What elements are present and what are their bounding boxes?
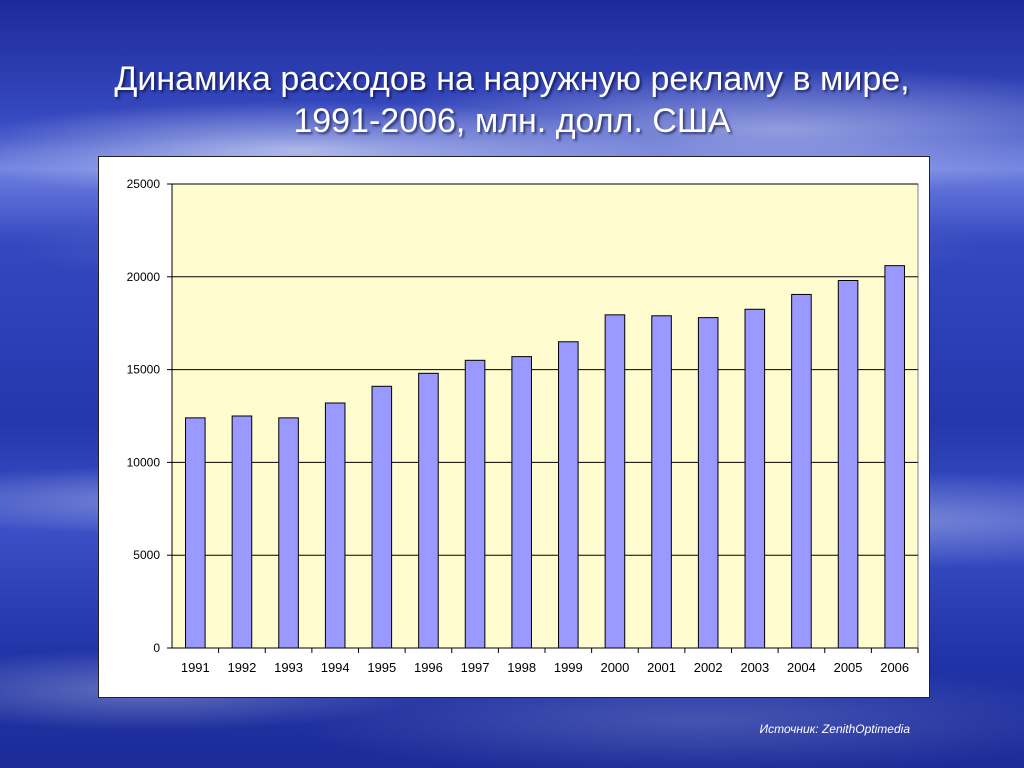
x-tick-label: 2002 bbox=[694, 660, 723, 675]
x-tick-label: 1995 bbox=[367, 660, 396, 675]
x-tick-label: 2006 bbox=[880, 660, 909, 675]
bar-2001 bbox=[651, 315, 672, 649]
bar-1998 bbox=[511, 356, 532, 649]
x-tick-label: 1992 bbox=[227, 660, 256, 675]
bar-1994 bbox=[324, 402, 346, 649]
bar-1999 bbox=[558, 341, 579, 649]
bar-1991 bbox=[185, 417, 206, 649]
x-tick-label: 2005 bbox=[834, 660, 863, 675]
bar-2005 bbox=[837, 280, 859, 649]
title-line-2: 1991-2006, млн. долл. США bbox=[293, 102, 731, 140]
bar-2004 bbox=[791, 293, 812, 649]
x-tick-label: 1996 bbox=[414, 660, 443, 675]
x-tick-label: 1998 bbox=[507, 660, 536, 675]
bar-1993 bbox=[278, 417, 299, 649]
y-tick-label: 5000 bbox=[133, 548, 160, 562]
x-tick-label: 1991 bbox=[181, 660, 210, 675]
x-tick-label: 2000 bbox=[600, 660, 629, 675]
bar-1997 bbox=[464, 359, 486, 649]
bar-2003 bbox=[744, 308, 766, 649]
bar-chart: 0 5000 10000 15000 20000 25000 1991 1992 1993 199… bbox=[127, 177, 919, 675]
source-note: Источник: ZenithOptimedia bbox=[759, 722, 910, 736]
y-tick-label: 20000 bbox=[127, 270, 161, 284]
chart-title: Динамика расходов на наружную рекламу в … bbox=[62, 58, 962, 142]
bar-2002 bbox=[697, 317, 719, 649]
bar-1995 bbox=[371, 385, 393, 649]
y-tick-label: 10000 bbox=[127, 455, 161, 469]
y-tick-label: 25000 bbox=[127, 177, 161, 191]
x-tick-label: 1993 bbox=[274, 660, 303, 675]
bar-1996 bbox=[418, 372, 439, 649]
bar-2006 bbox=[884, 265, 905, 649]
x-tick-label: 1994 bbox=[321, 660, 350, 675]
x-tick-label: 2003 bbox=[740, 660, 769, 675]
x-tick-label: 1997 bbox=[461, 660, 490, 675]
title-line-1: Динамика расходов на наружную рекламу в … bbox=[114, 60, 910, 98]
y-tick-label: 15000 bbox=[127, 363, 161, 377]
x-tick-label: 1999 bbox=[554, 660, 583, 675]
x-tick-label: 2001 bbox=[647, 660, 676, 675]
bar-1992 bbox=[231, 415, 253, 649]
x-tick-label: 2004 bbox=[787, 660, 816, 675]
bar-2000 bbox=[604, 314, 626, 649]
y-tick-label: 0 bbox=[153, 641, 160, 655]
chart-area: 0 5000 10000 15000 20000 25000 1991 1992 1993 199… bbox=[98, 156, 930, 698]
